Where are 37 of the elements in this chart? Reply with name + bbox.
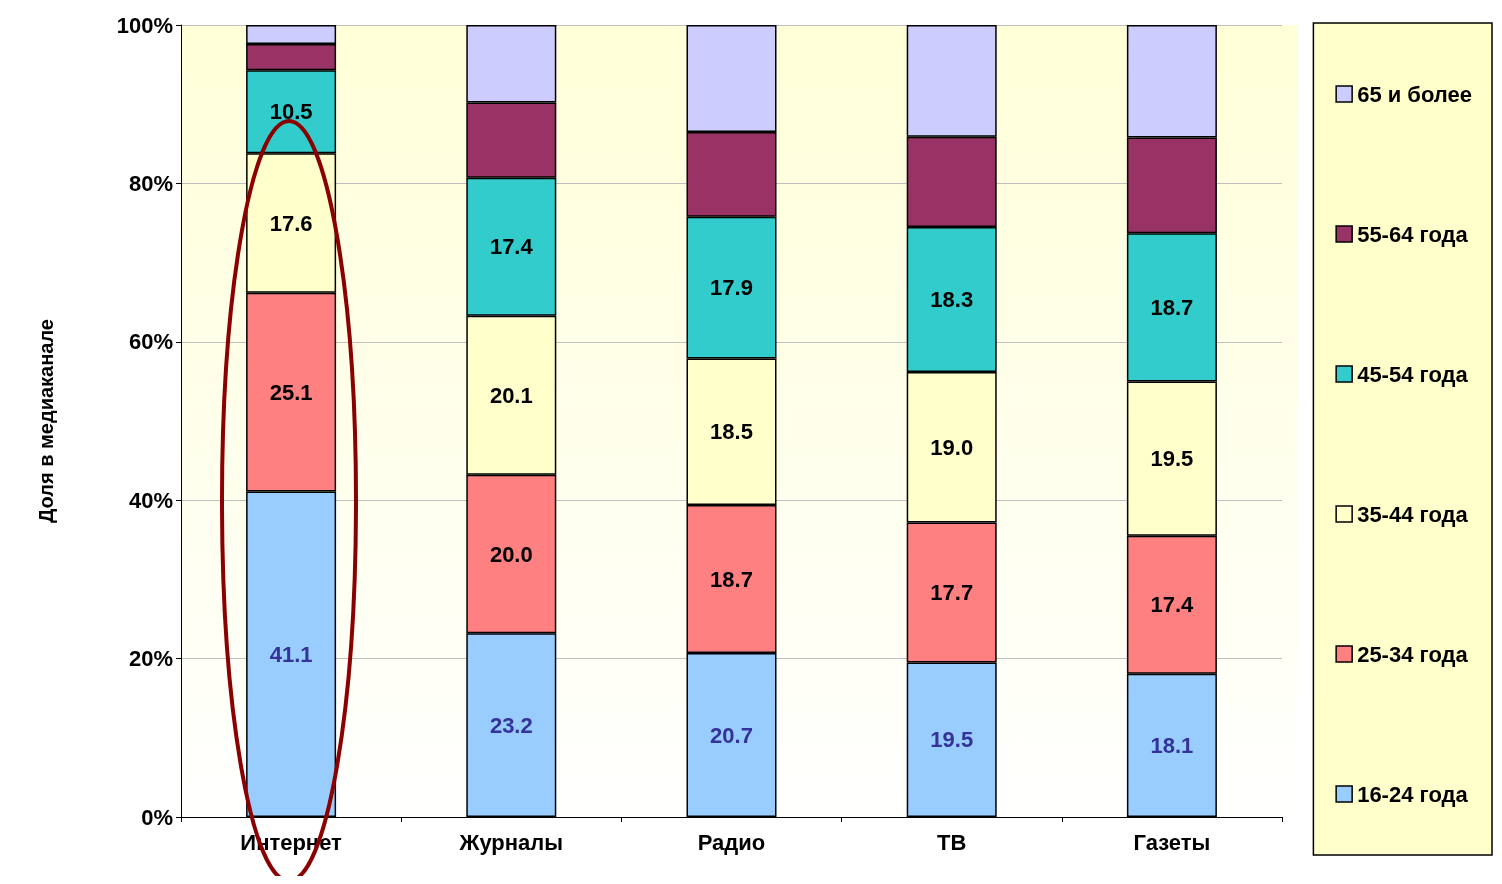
data-label: 10.5 xyxy=(269,99,313,125)
data-label: 19.0 xyxy=(930,434,974,460)
data-label: 19.5 xyxy=(930,727,974,753)
data-label: 18.7 xyxy=(710,566,753,592)
x-tick-label: ТВ xyxy=(937,829,967,855)
x-tick-label: Журналы xyxy=(458,829,564,855)
y-tick-label: 80% xyxy=(128,170,173,196)
y-tick-label: 40% xyxy=(128,487,173,513)
data-label: 17.6 xyxy=(269,210,313,236)
legend-label: 35-44 года xyxy=(1357,501,1469,527)
x-tick-label: Газеты xyxy=(1133,829,1211,855)
y-tick-label: 100% xyxy=(116,12,173,38)
data-label: 17.4 xyxy=(489,234,534,260)
data-label: 17.9 xyxy=(710,275,753,301)
legend-label: 25-34 года xyxy=(1357,641,1469,667)
data-label: 18.3 xyxy=(930,286,974,312)
legend-label: 65 и более xyxy=(1357,81,1472,107)
data-label: 23.2 xyxy=(489,712,533,738)
data-label: 18.7 xyxy=(1150,294,1194,320)
data-label: 20.1 xyxy=(489,382,533,408)
y-tick-label: 20% xyxy=(128,646,173,672)
y-axis-title: Доля в медиаканале xyxy=(35,319,57,523)
data-label: 41.1 xyxy=(269,641,313,667)
data-label: 17.7 xyxy=(930,579,974,605)
legend-label: 55-64 года xyxy=(1357,221,1469,247)
data-label: 17.4 xyxy=(1150,592,1195,618)
data-label: 20.0 xyxy=(489,541,533,567)
x-tick-label: Радио xyxy=(697,829,766,855)
legend-label: 16-24 года xyxy=(1357,781,1469,807)
legend-label: 45-54 года xyxy=(1357,361,1469,387)
y-tick-label: 60% xyxy=(128,329,173,355)
data-label: 18.1 xyxy=(1150,732,1194,758)
data-label: 19.5 xyxy=(1150,446,1194,472)
data-label: 20.7 xyxy=(710,722,753,748)
data-label: 25.1 xyxy=(269,379,313,405)
y-tick-label: 0% xyxy=(141,804,173,830)
data-label: 18.5 xyxy=(710,419,753,445)
